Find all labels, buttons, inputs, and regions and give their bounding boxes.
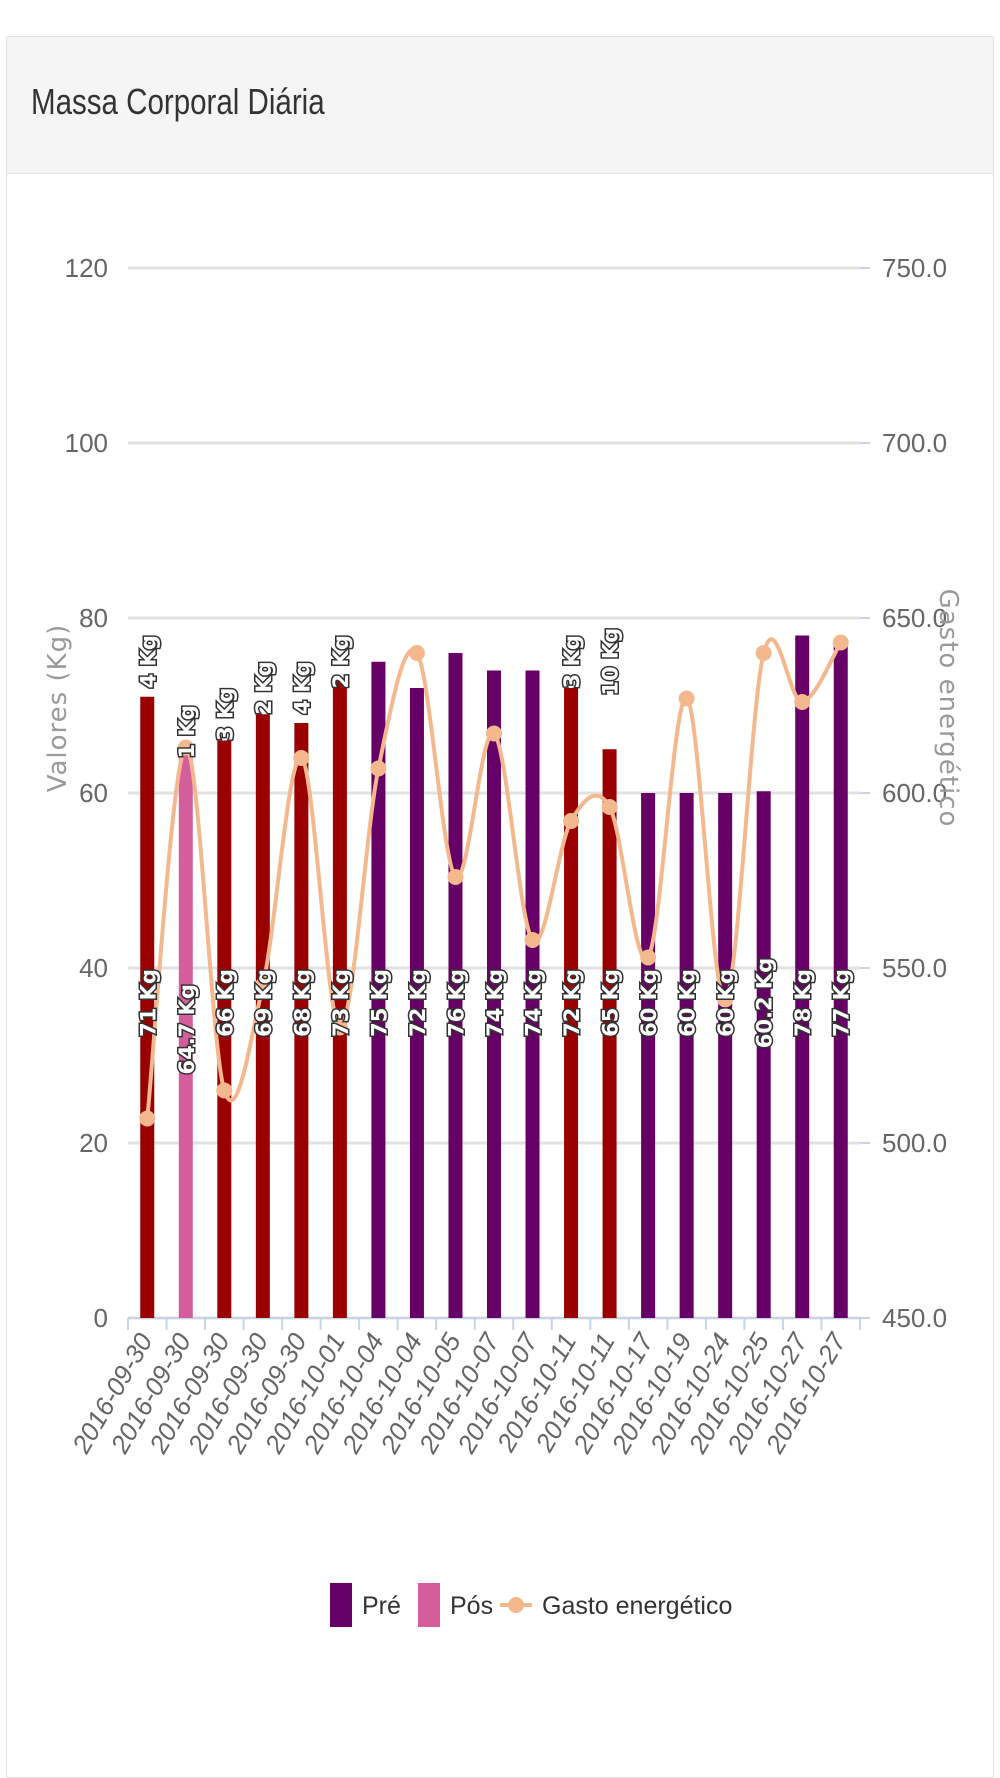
bar-value-label: 75 Kg (367, 969, 391, 1037)
bar-top-label: 10 Kg (599, 628, 623, 696)
bar-pre[interactable] (602, 749, 617, 1318)
legend-swatch-pre[interactable] (330, 1583, 352, 1627)
bar-pre[interactable] (140, 696, 155, 1318)
legend-swatch-pos[interactable] (418, 1583, 440, 1627)
bar-value-label: 73 Kg (329, 969, 353, 1037)
y-right-axis-title: Gasto energético (933, 589, 963, 828)
y-right-tick-label: 500.0 (882, 1128, 947, 1158)
card-header: Massa Corporal Diária (7, 37, 993, 174)
bar-value-label: 74 Kg (522, 969, 546, 1037)
bar-top-label: 3 Kg (560, 635, 584, 688)
legend-label-energy[interactable]: Gasto energético (542, 1592, 732, 1620)
bar-pre[interactable] (564, 688, 579, 1318)
card-title: Massa Corporal Diária (31, 81, 325, 122)
y-right-tick-label: 450.0 (882, 1303, 947, 1333)
legend-label-pre[interactable]: Pré (362, 1592, 401, 1620)
bar-value-label: 60 Kg (637, 969, 661, 1037)
y-left-tick-label: 20 (79, 1128, 108, 1158)
bar-pre[interactable] (255, 714, 270, 1318)
bar-value-label: 69 Kg (252, 969, 276, 1037)
bar-value-label: 72 Kg (406, 969, 430, 1037)
bar-value-label: 72 Kg (560, 969, 584, 1037)
energy-point[interactable] (640, 949, 657, 966)
energy-line (145, 637, 843, 1119)
energy-point[interactable] (331, 1019, 348, 1036)
bar-top-label: 2 Kg (329, 635, 353, 688)
bar-pos[interactable] (178, 751, 193, 1318)
bar-pre[interactable] (409, 688, 424, 1318)
bar-value-label: 74 Kg (483, 969, 507, 1037)
bar-top-label: 1 Kg (175, 705, 199, 758)
energy-point[interactable] (794, 694, 811, 710)
y-right-tick-label: 550.0 (882, 953, 947, 983)
bar-value-label: 64.7 Kg (175, 984, 199, 1074)
bar-value-label: 77 Kg (830, 969, 854, 1037)
bar-pre[interactable] (641, 793, 656, 1318)
bar-pre[interactable] (487, 670, 501, 1319)
bar-pre[interactable] (795, 635, 810, 1319)
energy-point[interactable] (563, 813, 580, 829)
energy-point[interactable] (832, 634, 849, 651)
bar-pre[interactable] (833, 644, 848, 1318)
bar-top-label: 4 Kg (290, 661, 314, 714)
y-left-tick-label: 0 (94, 1303, 108, 1333)
bar-value-label: 65 Kg (599, 969, 623, 1037)
energy-point[interactable] (717, 991, 734, 1008)
y-left-tick-label: 60 (79, 778, 108, 808)
y-right-tick-label: 750.0 (882, 253, 947, 283)
bar-pre[interactable] (679, 793, 694, 1318)
energy-point[interactable] (524, 932, 541, 948)
bar-pre[interactable] (371, 661, 386, 1318)
bar-value-label: 78 Kg (791, 969, 815, 1037)
energy-point[interactable] (486, 725, 502, 742)
bar-pre[interactable] (525, 670, 540, 1319)
bar-value-label: 60 Kg (676, 969, 700, 1037)
y-right-tick-label: 650.0 (882, 603, 947, 633)
y-left-tick-label: 80 (79, 603, 108, 633)
bar-value-label: 60 Kg (714, 969, 738, 1037)
bar-pre[interactable] (294, 723, 309, 1318)
energy-point[interactable] (370, 760, 387, 777)
y-left-tick-label: 100 (65, 428, 108, 458)
bar-pre[interactable] (448, 653, 463, 1318)
y-left-tick-label: 40 (79, 953, 108, 983)
bar-value-label: 71 Kg (136, 969, 160, 1037)
bar-pre[interactable] (756, 791, 771, 1318)
bar-pre[interactable] (217, 740, 232, 1319)
energy-point[interactable] (254, 977, 271, 994)
energy-point[interactable] (216, 1082, 233, 1099)
energy-point[interactable] (447, 869, 464, 885)
energy-point[interactable] (678, 690, 695, 707)
bar-value-label: 66 Kg (213, 969, 237, 1037)
y-left-tick-label: 120 (65, 253, 108, 283)
legend-swatch-point (508, 1597, 524, 1613)
energy-point[interactable] (408, 645, 425, 661)
energy-point[interactable] (601, 799, 618, 815)
bar-top-label: 3 Kg (213, 688, 237, 741)
energy-point[interactable] (755, 645, 772, 661)
bar-value-label: 60.2 Kg (753, 958, 777, 1048)
chart-card: Massa Corporal Diária (6, 36, 994, 1778)
y-right-tick-label: 600.0 (882, 778, 947, 808)
bar-top-label: 4 Kg (136, 635, 160, 688)
y-right-tick-label: 700.0 (882, 428, 947, 458)
bar-value-label: 68 Kg (290, 969, 314, 1037)
bar-value-label: 76 Kg (444, 969, 468, 1037)
bar-pre[interactable] (718, 793, 733, 1318)
bar-pre[interactable] (332, 679, 347, 1318)
legend-label-pos[interactable]: Pós (450, 1592, 493, 1620)
energy-point[interactable] (177, 739, 194, 756)
energy-point[interactable] (293, 750, 310, 766)
y-left-axis-title: Valores (Kg) (43, 624, 73, 793)
energy-point[interactable] (139, 1110, 156, 1127)
bar-top-label: 2 Kg (252, 661, 276, 714)
